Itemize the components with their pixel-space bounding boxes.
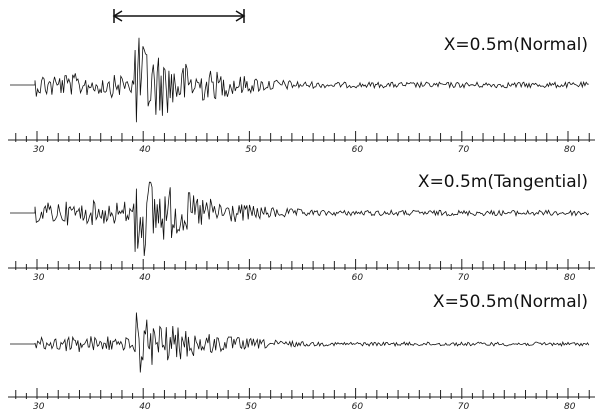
trace-panel: X=0.5m(Tangential) 30 40 50 60 70 80 bbox=[8, 172, 595, 283]
panels: X=0.5m(Normal)30 40 50 60 70 80X=0.5m(Tangent… bbox=[8, 35, 595, 412]
scale-label: 30 bbox=[33, 402, 45, 412]
scale-label: 70 bbox=[458, 402, 470, 412]
waveform bbox=[10, 181, 590, 256]
trace-label: X=0.5m(Normal) bbox=[444, 35, 588, 55]
scale-label: 80 bbox=[564, 273, 576, 283]
scale-label: 50 bbox=[245, 402, 257, 412]
scale-label: 30 bbox=[33, 273, 45, 283]
trace-panel: X=50.5m(Normal) 30 40 50 60 70 80 bbox=[8, 292, 595, 412]
scale-label: 50 bbox=[245, 145, 257, 155]
scale-label: 50 bbox=[245, 273, 257, 283]
span-arrow bbox=[112, 9, 246, 23]
scale-label: 60 bbox=[352, 145, 364, 155]
scale-label: 40 bbox=[139, 273, 151, 283]
scale-label: 70 bbox=[458, 145, 470, 155]
waveform bbox=[10, 312, 590, 373]
scale-label: 60 bbox=[352, 402, 364, 412]
scale-label: 30 bbox=[33, 145, 45, 155]
trace-panel: X=0.5m(Normal) 30 40 50 60 70 80 bbox=[8, 35, 595, 155]
scale-label: 70 bbox=[458, 273, 470, 283]
scale-label: 80 bbox=[564, 402, 576, 412]
waveform bbox=[10, 37, 589, 123]
scale-label: 60 bbox=[352, 273, 364, 283]
scale-label: 80 bbox=[564, 145, 576, 155]
trace-label: X=50.5m(Normal) bbox=[433, 292, 588, 312]
trace-label: X=0.5m(Tangential) bbox=[418, 172, 588, 192]
scale-label: 40 bbox=[139, 145, 151, 155]
scale-label: 40 bbox=[139, 402, 151, 412]
